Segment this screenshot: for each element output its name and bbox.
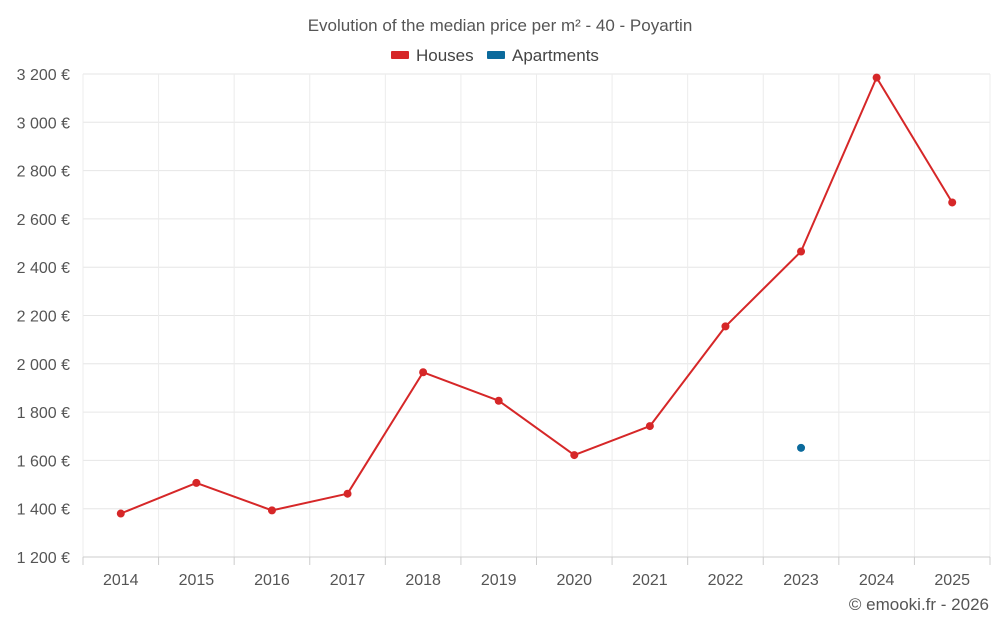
data-point-houses[interactable] <box>721 322 730 331</box>
data-point-houses[interactable] <box>419 368 428 377</box>
x-axis: 2014 2015 2016 2017 2018 2019 2020 2021 2022 2023… <box>82 556 991 589</box>
y-tick-label: 2 600 € <box>17 212 70 229</box>
legend-swatch-apartments <box>487 51 505 59</box>
x-tick-label: 2025 <box>934 572 970 589</box>
legend: Houses Apartments <box>391 46 599 65</box>
data-point-houses[interactable] <box>343 489 352 498</box>
x-tick-label: 2023 <box>783 572 819 589</box>
legend-item-houses[interactable]: Houses <box>391 46 474 65</box>
grid <box>82 73 991 558</box>
x-tick-label: 2014 <box>103 572 139 589</box>
y-tick-label: 3 200 € <box>17 67 70 84</box>
data-point-houses[interactable] <box>645 422 654 431</box>
y-tick-label: 1 800 € <box>17 405 70 422</box>
data-point-houses[interactable] <box>872 73 881 82</box>
y-tick-label: 2 800 € <box>17 164 70 181</box>
legend-item-apartments[interactable]: Apartments <box>487 46 599 65</box>
series-line-houses <box>120 76 954 515</box>
data-point-houses[interactable] <box>570 451 579 460</box>
x-tick-label: 2022 <box>708 572 744 589</box>
x-tick-label: 2015 <box>179 572 215 589</box>
y-tick-label: 1 400 € <box>17 502 70 519</box>
y-tick-label: 1 600 € <box>17 453 70 470</box>
x-tick-label: 2020 <box>556 572 592 589</box>
legend-label-apartments: Apartments <box>512 46 599 65</box>
data-point-apartments[interactable] <box>797 443 806 452</box>
chart-title: Evolution of the median price per m² - 4… <box>308 16 693 35</box>
data-point-houses[interactable] <box>267 506 276 515</box>
data-point-houses[interactable] <box>797 247 806 256</box>
data-point-houses[interactable] <box>116 509 125 518</box>
x-tick-label: 2021 <box>632 572 668 589</box>
data-point-houses[interactable] <box>948 198 957 207</box>
credit-text: © emooki.fr - 2026 <box>849 595 989 614</box>
data-point-houses[interactable] <box>192 478 201 487</box>
y-tick-label: 1 200 € <box>17 550 70 567</box>
x-tick-label: 2024 <box>859 572 895 589</box>
y-tick-label: 3 000 € <box>17 115 70 132</box>
data-point-houses[interactable] <box>494 396 503 405</box>
x-tick-label: 2017 <box>330 572 366 589</box>
legend-label-houses: Houses <box>416 46 474 65</box>
legend-swatch-houses <box>391 51 409 59</box>
y-tick-label: 2 000 € <box>17 357 70 374</box>
y-tick-label: 2 400 € <box>17 260 70 277</box>
y-tick-label: 2 200 € <box>17 309 70 326</box>
x-tick-label: 2019 <box>481 572 517 589</box>
series-layer <box>116 73 957 518</box>
x-tick-label: 2018 <box>405 572 441 589</box>
y-axis: 1 200 € 1 400 € 1 600 € 1 800 € 2 000 € 2 200… <box>17 67 70 567</box>
x-tick-label: 2016 <box>254 572 290 589</box>
